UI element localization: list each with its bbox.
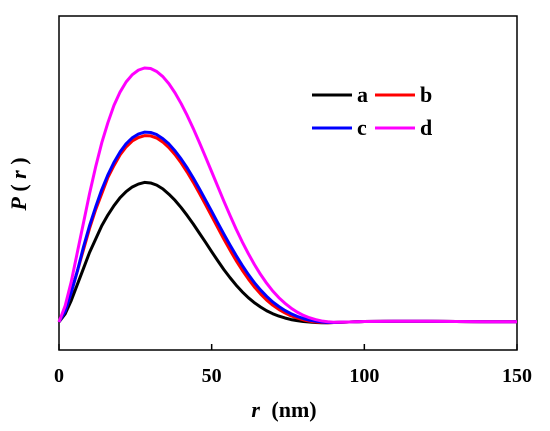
legend-label-a: a [357,82,368,107]
x-axis-ticks: 0 50 100 150 [54,344,532,387]
series-line-d [57,66,517,324]
x-axis-label-unit: (nm) [271,397,316,422]
legend-label-c: c [357,115,367,140]
series-line-b [57,134,517,325]
y-axis-label-function: P [6,197,31,212]
x-tick-label-0: 0 [54,365,64,387]
x-tick-label-100: 100 [349,365,379,387]
y-axis-label: P ( r ) [6,157,31,211]
legend-label-b: b [420,82,432,107]
legend-label-d: d [420,115,432,140]
x-tick-label-150: 150 [502,365,532,387]
y-axis-label-variable: r [6,170,31,179]
x-axis-label-variable: r [251,397,260,422]
series-line-c [57,130,517,325]
plot-frame [58,15,518,351]
x-axis-label: r (nm) [251,397,316,422]
legend: a b c d [312,82,432,140]
series-line-a [57,180,517,325]
y-axis-label-close-paren: ) [6,157,31,164]
x-tick-label-50: 50 [202,365,222,387]
series-layer [57,66,517,325]
y-axis-label-open-paren: ( [6,184,31,191]
